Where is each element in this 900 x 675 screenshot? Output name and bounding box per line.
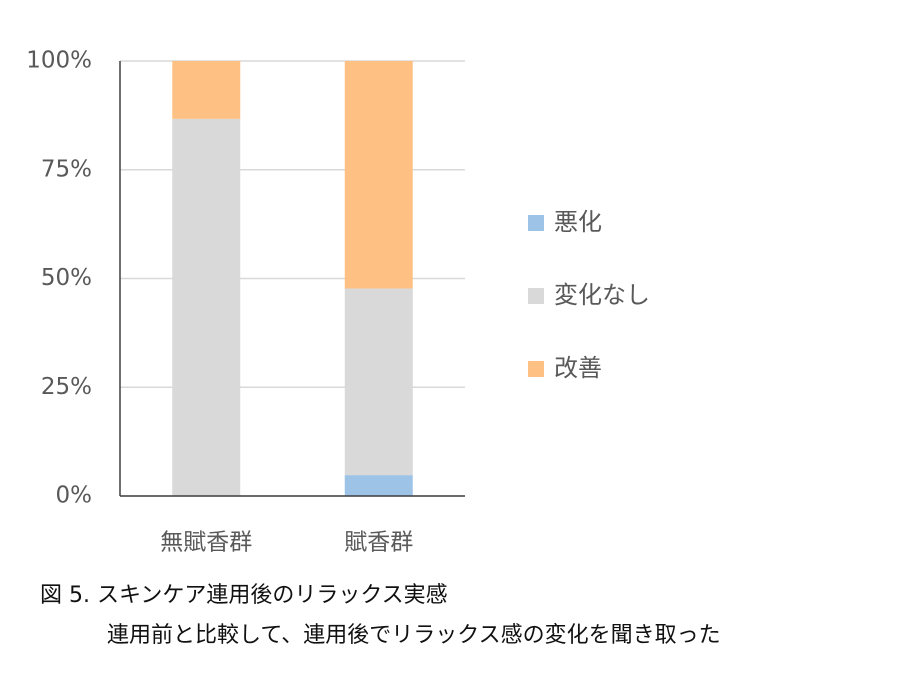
chart-subtitle: 連用前と比較して、連用後でリラックス感の変化を聞き取った bbox=[107, 623, 721, 648]
y-tick-label: 50% bbox=[41, 265, 92, 291]
legend-swatch bbox=[528, 215, 544, 231]
bar-segment bbox=[344, 475, 413, 496]
legend-label: 変化なし bbox=[554, 281, 650, 309]
legend-swatch bbox=[528, 288, 544, 304]
x-tick-label: 無賦香群 bbox=[160, 530, 252, 556]
y-tick-label: 75% bbox=[41, 156, 92, 182]
bar-segment bbox=[344, 288, 413, 476]
y-tick-label: 25% bbox=[41, 374, 92, 400]
bar-segment bbox=[344, 61, 413, 289]
y-tick-label: 100% bbox=[26, 48, 92, 74]
y-tick-label: 0% bbox=[56, 483, 93, 509]
legend-label: 改善 bbox=[554, 354, 602, 382]
bar-segment bbox=[172, 61, 241, 119]
chart-title: 図 5. スキンケア連用後のリラックス実感 bbox=[40, 583, 448, 608]
legend-swatch bbox=[528, 361, 544, 377]
legend-label: 悪化 bbox=[554, 208, 602, 236]
bar-segment bbox=[172, 118, 241, 496]
x-tick-label: 賦香群 bbox=[344, 530, 413, 556]
